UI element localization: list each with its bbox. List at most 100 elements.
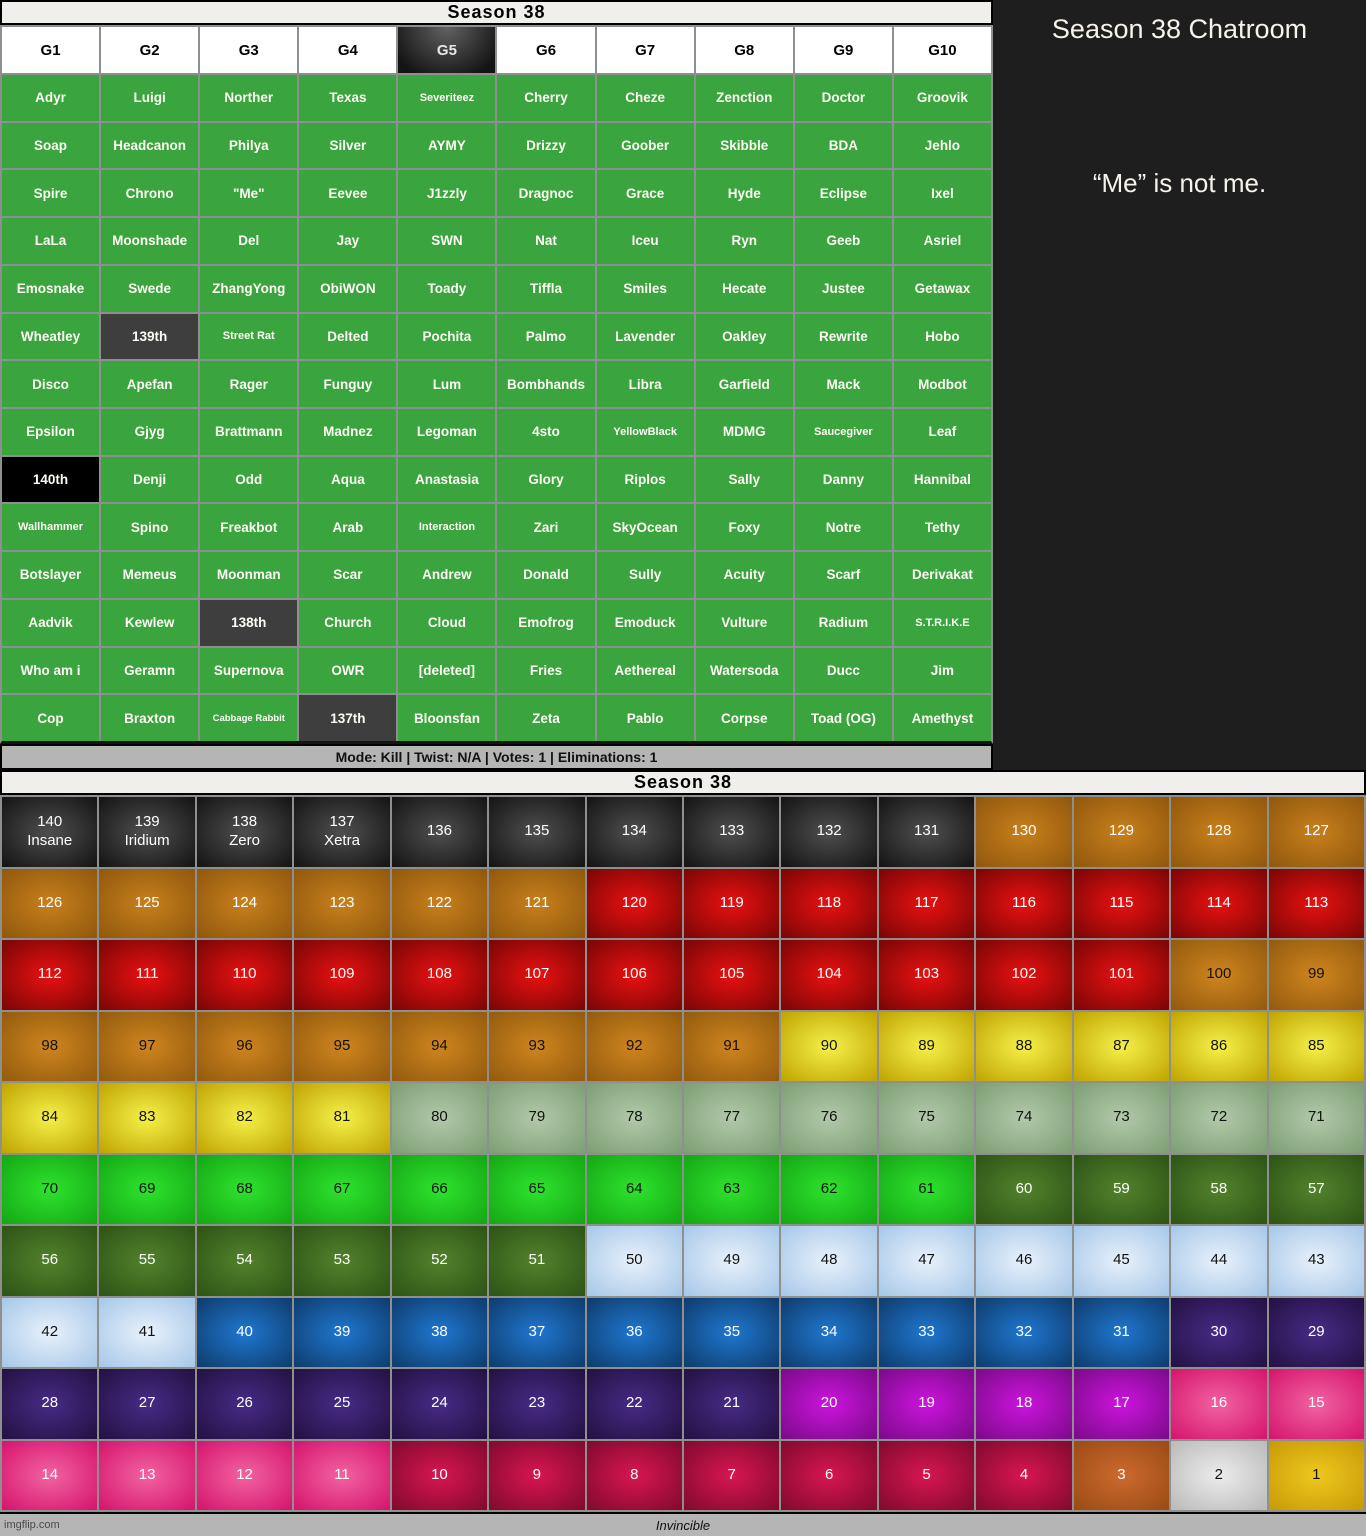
player-cell: Pochita bbox=[398, 313, 496, 360]
player-cell: 139th bbox=[101, 313, 199, 360]
rank-cell: 80 bbox=[391, 1083, 488, 1153]
rank-cell: 20 bbox=[781, 1369, 877, 1439]
player-cell: Spino bbox=[101, 504, 199, 551]
rank-cell: 60 bbox=[976, 1154, 1072, 1224]
rank-cell: 97 bbox=[99, 1011, 195, 1081]
group-header: G9 bbox=[794, 27, 892, 73]
group-header: G3 bbox=[200, 27, 298, 73]
rank-cell: 140 Insane bbox=[2, 797, 98, 867]
rank-cell: 100 bbox=[1171, 940, 1267, 1010]
player-cell: Jehlo bbox=[893, 122, 991, 169]
rank-cell: 16 bbox=[1171, 1369, 1267, 1439]
rank-cell: 117 bbox=[878, 868, 975, 938]
player-cell: YellowBlack bbox=[596, 409, 694, 455]
rank-cell: 63 bbox=[684, 1154, 780, 1224]
player-cell: Aethereal bbox=[596, 647, 694, 694]
rank-cell: 98 bbox=[2, 1011, 98, 1081]
player-cell: Watersoda bbox=[695, 647, 793, 694]
player-cell: Amethyst bbox=[893, 695, 991, 741]
rank-cell: 137 Xetra bbox=[294, 797, 390, 867]
rank-cell: 134 bbox=[586, 797, 682, 867]
player-cell: Groovik bbox=[893, 75, 991, 121]
rank-cell: 73 bbox=[1073, 1083, 1170, 1153]
rank-cell: 131 bbox=[878, 797, 975, 867]
player-cell: Cherry bbox=[497, 75, 595, 121]
player-cell: Emofrog bbox=[497, 599, 595, 646]
player-cell: Delted bbox=[299, 313, 397, 360]
group-header: G4 bbox=[299, 27, 397, 73]
rank-cell: 59 bbox=[1073, 1154, 1170, 1224]
player-cell: Bombhands bbox=[497, 361, 595, 407]
rank-cell: 19 bbox=[878, 1369, 975, 1439]
rank-cell: 23 bbox=[489, 1369, 585, 1439]
player-cell: Hannibal bbox=[893, 456, 991, 503]
player-cell: 4sto bbox=[497, 409, 595, 455]
rank-cell: 54 bbox=[196, 1226, 293, 1296]
player-cell: Rewrite bbox=[794, 313, 892, 360]
rank-cell: 92 bbox=[586, 1011, 682, 1081]
player-cell: Swede bbox=[101, 265, 199, 312]
rank-cell: 84 bbox=[2, 1083, 98, 1153]
rank-cell: 109 bbox=[294, 940, 390, 1010]
player-cell: Mack bbox=[794, 361, 892, 407]
player-cell: Braxton bbox=[101, 695, 199, 741]
group-header: G7 bbox=[596, 27, 694, 73]
player-cell: MDMG bbox=[695, 409, 793, 455]
rank-cell: 24 bbox=[391, 1369, 488, 1439]
rank-cell: 13 bbox=[99, 1440, 195, 1510]
player-cell: Aqua bbox=[299, 456, 397, 503]
rank-cell: 36 bbox=[586, 1297, 682, 1367]
rank-cell: 18 bbox=[976, 1369, 1072, 1439]
group-header: G8 bbox=[695, 27, 793, 73]
player-cell: Geeb bbox=[794, 218, 892, 264]
player-cell: Ryn bbox=[695, 218, 793, 264]
rank-cell: 69 bbox=[99, 1154, 195, 1224]
player-cell: Acuity bbox=[695, 552, 793, 598]
player-cell: Moonshade bbox=[101, 218, 199, 264]
player-cell: Palmo bbox=[497, 313, 595, 360]
player-cell: Epsilon bbox=[2, 409, 100, 455]
rank-cell: 34 bbox=[781, 1297, 877, 1367]
rank-cell: 14 bbox=[2, 1440, 98, 1510]
group-header: G1 bbox=[2, 27, 100, 73]
player-cell: Grace bbox=[596, 170, 694, 217]
player-cell: Who am i bbox=[2, 647, 100, 694]
player-cell: Andrew bbox=[398, 552, 496, 598]
player-cell: Libra bbox=[596, 361, 694, 407]
watermark: imgflip.com bbox=[4, 1519, 60, 1531]
rank-cell: 85 bbox=[1268, 1011, 1364, 1081]
player-cell: Chrono bbox=[101, 170, 199, 217]
player-cell: Donald bbox=[497, 552, 595, 598]
player-cell: Saucegiver bbox=[794, 409, 892, 455]
rank-cell: 82 bbox=[196, 1083, 293, 1153]
rank-cell: 32 bbox=[976, 1297, 1072, 1367]
player-cell: Garfield bbox=[695, 361, 793, 407]
rank-cell: 66 bbox=[391, 1154, 488, 1224]
player-cell: 140th bbox=[2, 456, 100, 503]
player-cell: Eevee bbox=[299, 170, 397, 217]
player-cell: Hobo bbox=[893, 313, 991, 360]
rank-cell: 6 bbox=[781, 1440, 877, 1510]
rank-cell: 26 bbox=[196, 1369, 293, 1439]
rank-cell: 58 bbox=[1171, 1154, 1267, 1224]
player-cell: Sally bbox=[695, 456, 793, 503]
rank-cell: 118 bbox=[781, 868, 877, 938]
player-cell: Aadvik bbox=[2, 599, 100, 646]
player-cell: Ixel bbox=[893, 170, 991, 217]
player-cell: Zeta bbox=[497, 695, 595, 741]
rank-cell: 130 bbox=[976, 797, 1072, 867]
player-cell: Vulture bbox=[695, 599, 793, 646]
rank-cell: 30 bbox=[1171, 1297, 1267, 1367]
rank-cell: 129 bbox=[1073, 797, 1170, 867]
rank-cell: 25 bbox=[294, 1369, 390, 1439]
player-cell: Justee bbox=[794, 265, 892, 312]
season-roster-panel: Season 38 G1 G2 G3 G4 G5 G6 G7 G8 G9 G10 Adyr Luigi… bbox=[0, 0, 993, 770]
player-cell: Toad (OG) bbox=[794, 695, 892, 741]
player-cell: ZhangYong bbox=[200, 265, 298, 312]
rank-cell: 42 bbox=[2, 1297, 98, 1367]
rank-cell: 114 bbox=[1171, 868, 1267, 938]
rank-cell: 49 bbox=[684, 1226, 780, 1296]
rank-cell: 62 bbox=[781, 1154, 877, 1224]
rank-cell: 40 bbox=[196, 1297, 293, 1367]
rank-cell: 68 bbox=[196, 1154, 293, 1224]
